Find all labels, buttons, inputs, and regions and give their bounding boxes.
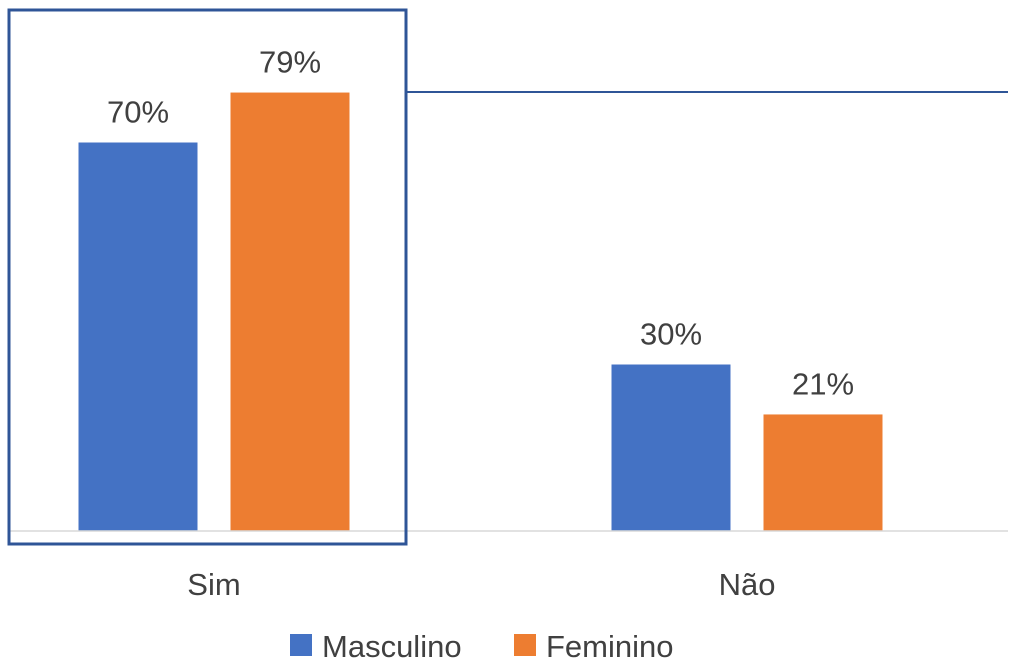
highlight-layer	[7, 8, 1008, 546]
legend-label-feminino: Feminino	[546, 629, 674, 664]
data-label-masculino-0: 70%	[107, 95, 169, 130]
bar-nao-masculino	[611, 364, 731, 531]
data-label-feminino-1: 21%	[792, 366, 854, 401]
data-label-masculino-1: 30%	[640, 317, 702, 352]
bars-layer	[78, 92, 883, 532]
data-labels-layer: 70% 79% 30% 21%	[107, 45, 854, 402]
legend-label-masculino: Masculino	[322, 629, 462, 664]
x-tick-label-0: Sim	[187, 567, 240, 602]
legend-swatch-feminino	[514, 634, 536, 656]
bar-nao-feminino	[763, 414, 883, 531]
data-label-feminino-0: 79%	[259, 45, 321, 80]
bar-sim-feminino	[230, 92, 350, 532]
x-tick-label-1: Não	[719, 567, 776, 602]
bar-sim-masculino	[78, 142, 198, 531]
highlight-box	[7, 8, 408, 546]
x-tick-labels-layer: Sim Não	[187, 567, 775, 602]
legend: Masculino Feminino	[290, 629, 674, 664]
legend-swatch-masculino	[290, 634, 312, 656]
